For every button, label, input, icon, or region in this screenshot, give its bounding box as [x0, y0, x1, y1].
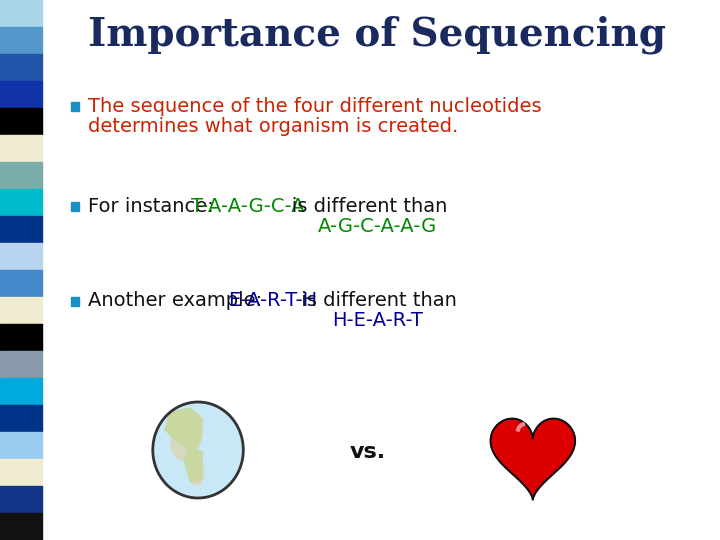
Bar [0, 270, 42, 297]
Bar [0, 108, 42, 135]
Text: determines what organism is created.: determines what organism is created. [88, 117, 458, 136]
Bar [0, 27, 42, 54]
Text: E-A-R-T-H: E-A-R-T-H [228, 292, 318, 310]
Bar [0, 351, 42, 378]
Bar [0, 54, 42, 81]
Bar [71, 296, 79, 306]
Bar [0, 162, 42, 189]
Text: For instance:: For instance: [88, 197, 220, 215]
Bar [0, 486, 42, 513]
Text: A-G-C-A-A-G: A-G-C-A-A-G [318, 217, 437, 235]
Bar [0, 324, 42, 351]
Text: T-A-A-G-C-A: T-A-A-G-C-A [192, 197, 305, 215]
Circle shape [153, 402, 243, 498]
Bar [0, 135, 42, 162]
Polygon shape [490, 418, 575, 500]
Bar [0, 216, 42, 243]
Bar [0, 432, 42, 459]
Bar [0, 0, 42, 27]
Bar [0, 405, 42, 432]
Text: vs.: vs. [350, 442, 386, 462]
Text: The sequence of the four different nucleotides: The sequence of the four different nucle… [88, 97, 541, 116]
Bar [0, 189, 42, 216]
Bar [71, 201, 79, 211]
Bar [0, 513, 42, 540]
Text: Another example:: Another example: [88, 292, 281, 310]
Ellipse shape [189, 459, 204, 485]
Text: Importance of Sequencing: Importance of Sequencing [89, 16, 666, 54]
Text: is different than: is different than [295, 292, 457, 310]
Bar [71, 102, 79, 111]
Bar [0, 297, 42, 324]
Text: H-E-A-R-T: H-E-A-R-T [332, 312, 423, 330]
Bar [0, 81, 42, 108]
Bar [0, 378, 42, 405]
Ellipse shape [171, 410, 202, 460]
Bar [0, 459, 42, 486]
Bar [0, 243, 42, 270]
Polygon shape [165, 408, 203, 452]
Text: is different than: is different than [273, 197, 447, 215]
Polygon shape [184, 448, 203, 482]
